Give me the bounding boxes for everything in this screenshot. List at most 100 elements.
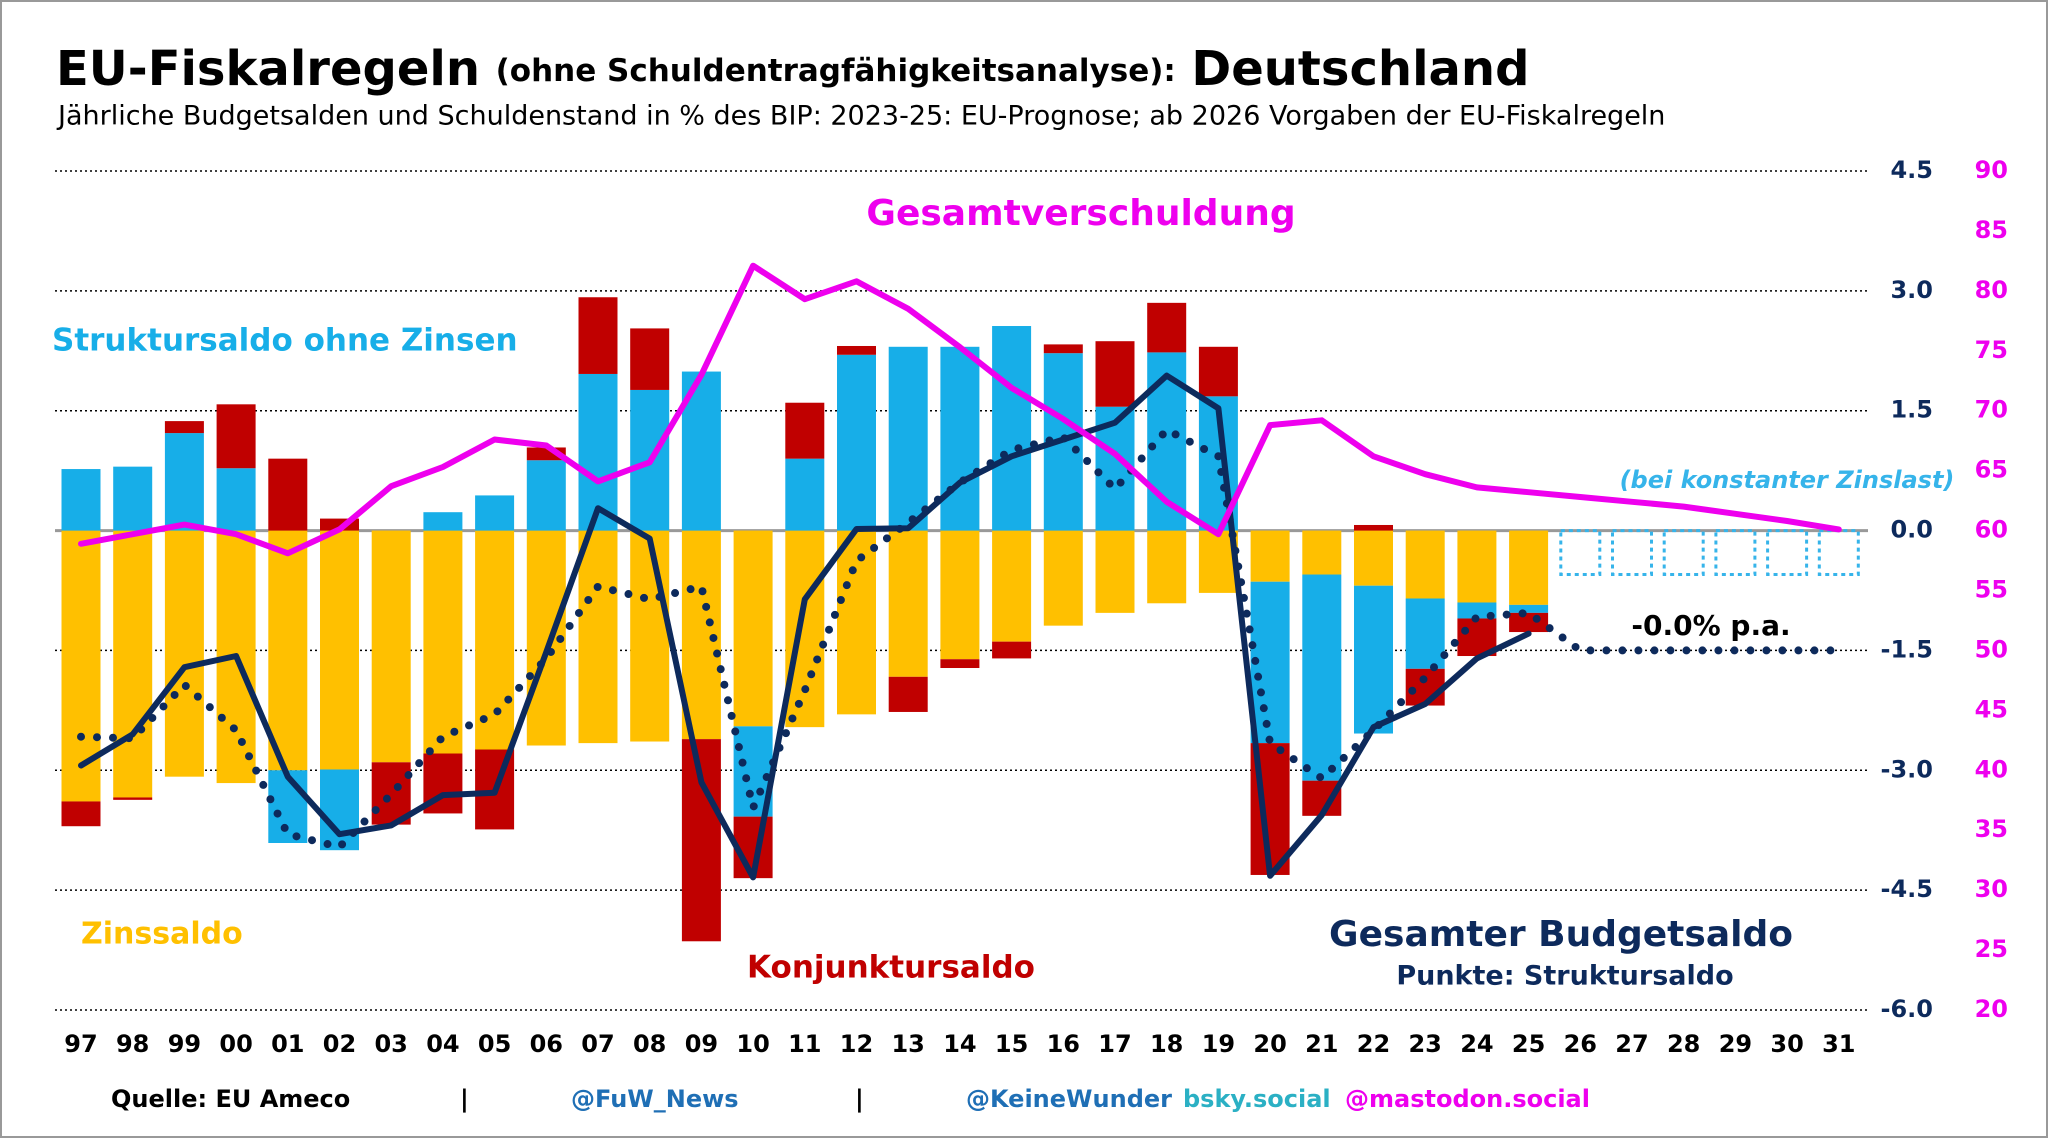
bar [475,495,515,531]
bar [1509,604,1549,613]
bar [371,530,411,763]
bar [268,458,308,531]
x-tick-label: 03 [374,1030,407,1058]
bar [1250,530,1290,582]
bar [630,530,670,742]
x-tick-label: 00 [219,1030,252,1058]
series-label: Zinssaldo [81,917,243,952]
x-tick-label: 07 [581,1030,614,1058]
outline-bar [1766,529,1809,577]
y2-tick-label: 60 [1975,516,2008,544]
bar [268,770,308,843]
series-label: Gesamtverschuldung [866,193,1295,234]
bar [164,530,204,777]
x-tick-label: 16 [1047,1030,1080,1058]
footer-text: @FuW_News [571,1085,739,1113]
bar [578,373,618,531]
footer-text: Quelle: EU Ameco [111,1085,350,1113]
y2-tick-label: 85 [1975,216,2008,244]
x-tick-label: 11 [788,1030,821,1058]
x-tick-label: 15 [995,1030,1028,1058]
x-tick-label: 12 [840,1030,873,1058]
annotation: -0.0% p.a. [1631,609,1790,642]
bar [164,433,204,531]
chart-title: EU-Fiskalregeln (ohne Schuldentragfähigk… [56,41,1529,97]
y2-tick-label: 55 [1975,576,2008,604]
bar [1095,530,1135,613]
footer-text: @mastodon.social [1345,1085,1590,1113]
bar [320,769,359,851]
y-tick-label: 4.5 [1890,156,1933,184]
x-tick-label: 24 [1460,1030,1493,1058]
bar [61,469,101,531]
x-tick-label: 26 [1564,1030,1597,1058]
bar [888,530,928,677]
series-label: Konjunktursaldo [747,950,1035,986]
bar [216,468,256,531]
bar [578,530,618,744]
x-tick-label: 04 [426,1030,459,1058]
outline-bar [1559,529,1602,577]
x-tick-label: 97 [64,1030,97,1058]
x-tick-label: 01 [271,1030,304,1058]
footer-text: bsky.social [1183,1085,1331,1113]
outline-bar [1714,529,1757,577]
y2-tick-label: 25 [1975,935,2008,963]
x-tick-label: 30 [1770,1030,1803,1058]
bar [1405,530,1445,599]
x-tick-label: 31 [1822,1030,1855,1058]
bar [1509,530,1549,605]
x-tick-label: 28 [1667,1030,1700,1058]
footer-text: @KeineWunder [966,1085,1172,1113]
x-tick-label: 21 [1305,1030,1338,1058]
bar [785,530,825,728]
series-label: Punkte: Struktursaldo [1396,961,1733,992]
x-tick-label: 13 [891,1030,924,1058]
outline-bar [1662,529,1705,577]
bar [1354,524,1393,531]
outline-bar [1611,529,1653,577]
x-tick-label: 17 [1098,1030,1131,1058]
bar [1302,574,1342,781]
bar [1302,530,1342,575]
y-tick-label: 3.0 [1890,276,1933,304]
bar [268,530,308,771]
y-tick-label: 0.0 [1890,516,1933,544]
x-tick-label: 99 [168,1030,201,1058]
x-tick-label: 05 [478,1030,511,1058]
bar [940,659,980,669]
y-tick-label: 1.5 [1890,396,1933,424]
bar [992,641,1032,659]
x-tick-label: 98 [116,1030,149,1058]
bar [1354,530,1393,586]
x-tick-label: 10 [736,1030,769,1058]
y2-tick-label: 20 [1975,995,2008,1023]
y2-tick-label: 65 [1975,456,2008,484]
bar [113,797,153,800]
bar [785,458,825,531]
x-tick-label: 29 [1719,1030,1752,1058]
bar [578,297,618,374]
y2-tick-label: 35 [1975,815,2008,843]
bar [785,402,825,459]
x-tick-label: 18 [1150,1030,1183,1058]
bar [1147,530,1187,604]
bar [992,530,1032,642]
bar [992,326,1032,531]
title-note: (ohne Schuldentragfähigkeitsanalyse): [496,53,1176,89]
y-tick-label: -4.5 [1881,875,1933,903]
y2-tick-label: 70 [1975,396,2008,424]
bar [1043,344,1083,354]
y2-tick-label: 40 [1975,755,2008,783]
x-tick-label: 02 [323,1030,356,1058]
bar [320,518,359,531]
x-tick-label: 25 [1512,1030,1545,1058]
y2-tick-label: 75 [1975,336,2008,364]
x-tick-label: 20 [1253,1030,1286,1058]
bar [940,346,980,531]
bar [837,530,876,715]
line [78,372,1532,881]
bar [61,530,101,802]
